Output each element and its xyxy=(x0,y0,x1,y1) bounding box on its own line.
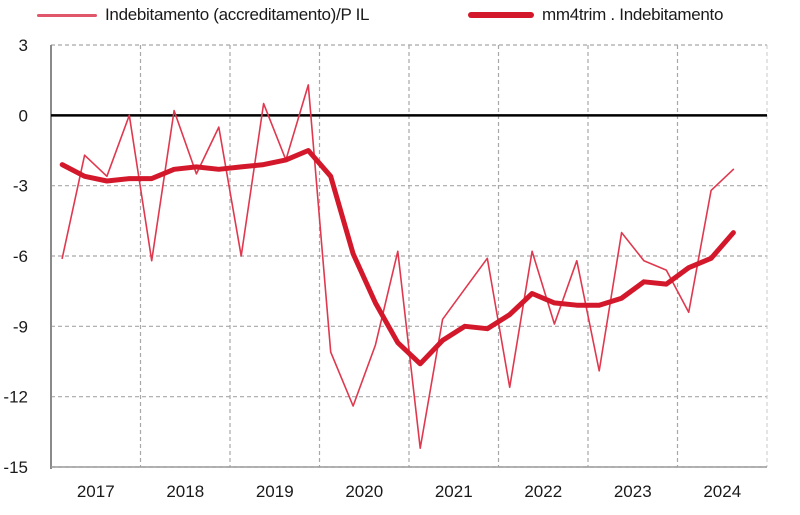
series-line-indebitamento xyxy=(61,84,735,450)
x-tick-label: 2022 xyxy=(524,482,562,501)
gridlines xyxy=(51,44,768,468)
y-tick-label: -9 xyxy=(13,317,28,336)
y-tick-label: -12 xyxy=(3,388,28,407)
chart-legend: Indebitamento (accreditamento)/P IL mm4t… xyxy=(0,2,800,28)
x-tick-label: 2021 xyxy=(435,482,473,501)
legend-item-mm4trim: mm4trim . Indebitamento xyxy=(468,2,723,28)
axes xyxy=(50,45,767,469)
y-tick-label: -15 xyxy=(3,458,28,477)
series-line-mm4trim xyxy=(59,148,736,367)
y-tick-label: 3 xyxy=(19,36,28,55)
x-tick-label: 2023 xyxy=(614,482,652,501)
legend-swatch-thin-line xyxy=(37,13,97,17)
x-axis-tick-labels: 2017 2018 2019 2020 2021 2022 2023 2024 xyxy=(77,482,741,501)
x-tick-label: 2024 xyxy=(703,482,741,501)
legend-item-indebitamento: Indebitamento (accreditamento)/P IL xyxy=(37,2,369,28)
legend-swatch-thick-line xyxy=(468,12,534,18)
y-tick-label: 0 xyxy=(19,106,28,125)
legend-label: mm4trim . Indebitamento xyxy=(542,5,724,24)
y-axis-tick-labels: 3 0 -3 -6 -9 -12 -15 xyxy=(3,36,28,477)
x-tick-label: 2020 xyxy=(345,482,383,501)
x-tick-label: 2018 xyxy=(166,482,204,501)
legend-label: Indebitamento (accreditamento)/P IL xyxy=(105,5,370,24)
x-tick-label: 2019 xyxy=(256,482,294,501)
y-tick-label: -3 xyxy=(13,177,28,196)
x-tick-label: 2017 xyxy=(77,482,115,501)
y-tick-label: -6 xyxy=(13,247,28,266)
data-series xyxy=(59,84,736,450)
